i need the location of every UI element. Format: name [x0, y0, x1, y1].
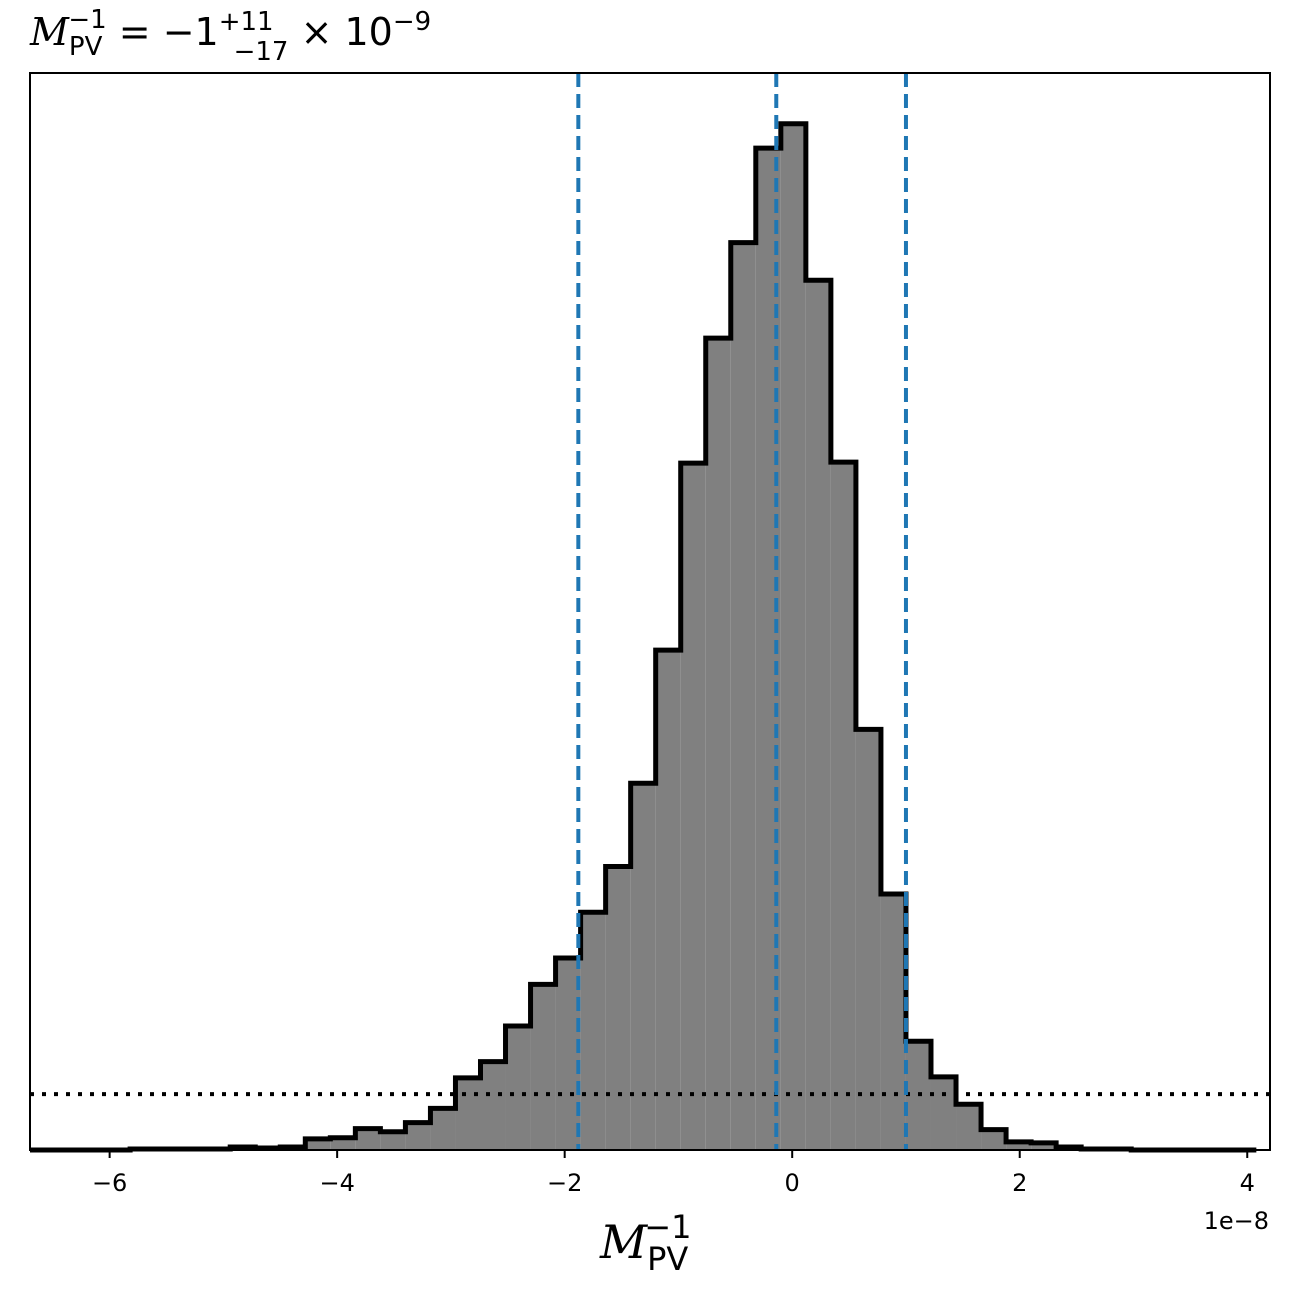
histogram-bar [956, 1104, 982, 1150]
x-axis-offset-label: 1e−8 [1204, 1207, 1269, 1235]
histogram-outline [30, 121, 1257, 1153]
histogram-bar [380, 1131, 406, 1150]
histogram-bar [480, 1061, 506, 1150]
histogram-bar [430, 1108, 456, 1150]
histogram-bar [705, 338, 731, 1150]
histogram-bar [930, 1076, 957, 1150]
histogram-bar [405, 1122, 431, 1150]
x-tick-label: −4 [319, 1169, 354, 1197]
x-tick-label: −2 [547, 1169, 582, 1197]
chart-title: MPV−1 = −1+11 −17 × 10−9 [29, 5, 431, 67]
plot-area: −6 −4 −2 0 2 4 [29, 72, 1271, 1197]
x-tick-label: 4 [1240, 1169, 1255, 1197]
histogram-bar [355, 1128, 381, 1150]
histogram-bar [655, 650, 681, 1150]
histogram-bar [680, 463, 706, 1151]
histogram-bar [505, 1026, 531, 1150]
histogram-bar [830, 462, 856, 1150]
histogram-bar [530, 984, 556, 1150]
x-tick-label: 2 [1012, 1169, 1027, 1197]
x-axis-label: MPV−1 [599, 1208, 691, 1278]
histogram-bar [1031, 1142, 1057, 1150]
histogram-bar [455, 1077, 481, 1150]
histogram-bar [630, 783, 656, 1150]
histogram-bar [730, 242, 756, 1151]
histogram-bar [580, 912, 606, 1150]
histogram-bar [1006, 1141, 1032, 1150]
histogram-bar [805, 280, 831, 1150]
histogram-bar [880, 893, 906, 1150]
histogram-bar [605, 866, 631, 1150]
x-tick-label: 0 [785, 1169, 800, 1197]
histogram-bar [855, 729, 881, 1150]
histogram-bar [780, 123, 806, 1151]
histogram-bar [330, 1137, 356, 1150]
plot-frame [29, 72, 1271, 1151]
histogram-bar [981, 1129, 1007, 1150]
histogram-bar [305, 1138, 331, 1150]
x-tick-label: −6 [92, 1169, 127, 1197]
